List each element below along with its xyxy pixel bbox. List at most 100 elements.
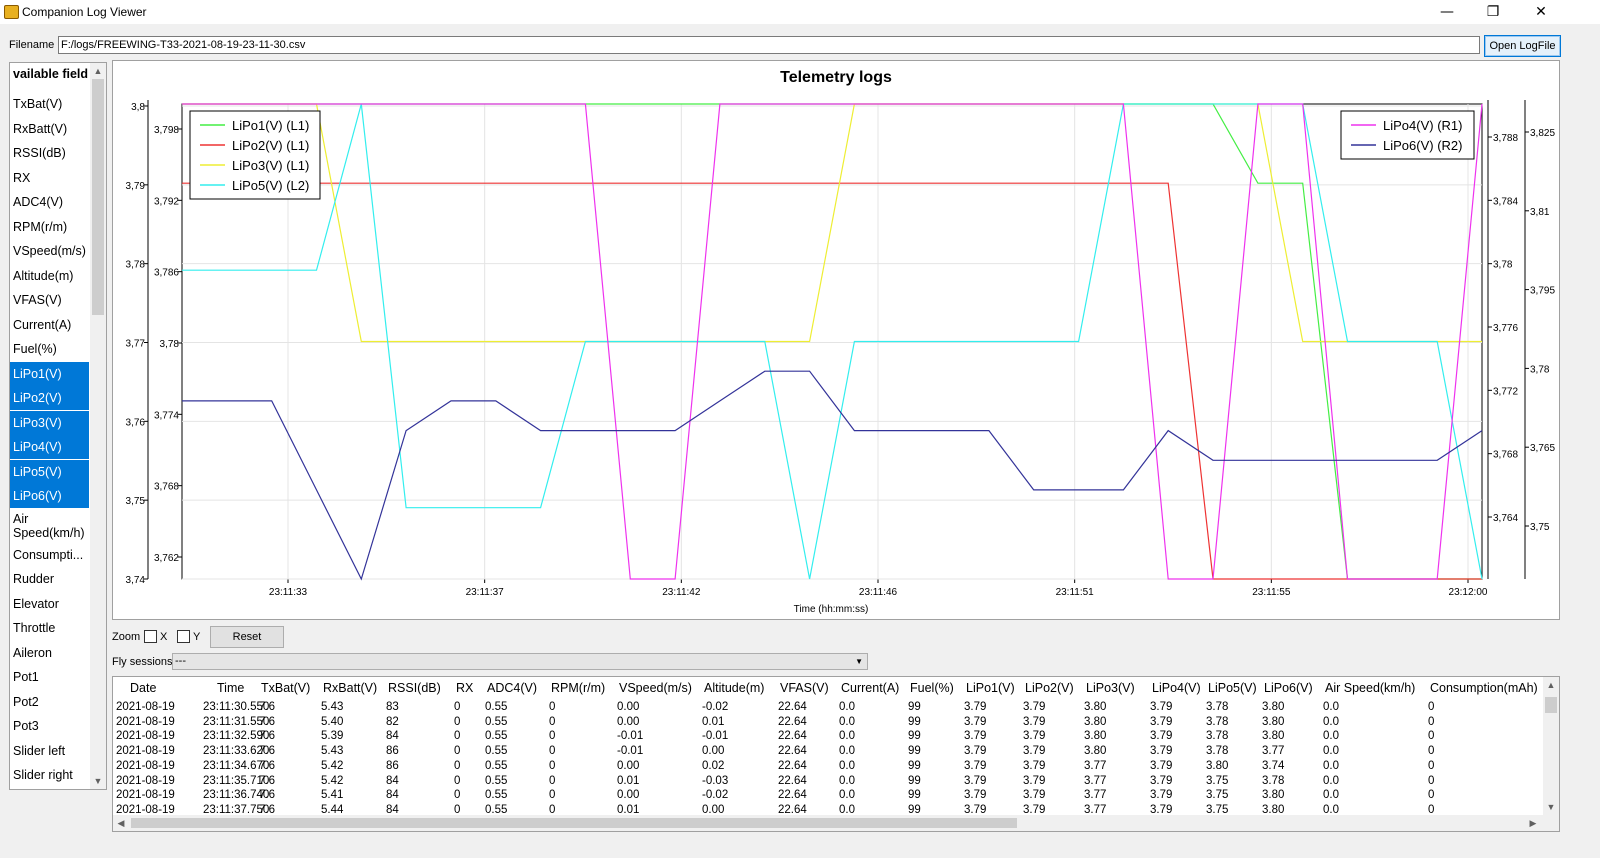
- y-tick-label-l2: 3,792: [154, 196, 179, 207]
- available-fields-list[interactable]: vailable field TxBat(V) RxBatt(V) RSSI(dB)…: [9, 62, 107, 790]
- field-item[interactable]: RSSI(dB): [13, 146, 66, 160]
- table-cell: 0.0: [839, 701, 855, 713]
- field-item[interactable]: Current(A): [13, 317, 72, 332]
- table-cell: 5.43: [321, 745, 344, 758]
- table-row[interactable]: 2021-08-19 23:11:36.740 7.6 5.41 84 0 0.55 0 0.0…: [113, 788, 1543, 802]
- field-item[interactable]: LiPo3(V): [10, 410, 89, 435]
- field-item[interactable]: Rudder: [13, 572, 54, 586]
- column-header[interactable]: VFAS(V): [780, 681, 829, 695]
- table-scroll-left-icon[interactable]: ◀: [117, 818, 125, 828]
- table-vscroll-thumb[interactable]: [1545, 697, 1557, 713]
- table-cell: 0: [1428, 759, 1435, 772]
- open-logfile-button[interactable]: Open LogFile: [1484, 35, 1561, 57]
- column-header[interactable]: LiPo2(V): [1025, 681, 1074, 695]
- table-row[interactable]: 2021-08-19 23:11:30.550 7.6 5.43 83 0 0.55 0 0.0…: [113, 700, 1543, 714]
- x-axis-label: Time (hh:mm:ss): [794, 604, 869, 615]
- column-header[interactable]: Consumption(mAh): [1430, 681, 1538, 695]
- field-item[interactable]: Pot1: [13, 670, 39, 684]
- column-header[interactable]: LiPo5(V): [1208, 681, 1257, 695]
- zoom-x-checkbox[interactable]: [144, 630, 157, 643]
- field-item[interactable]: Pot2: [13, 694, 39, 709]
- table-vertical-scrollbar[interactable]: ▲ ▼: [1543, 677, 1559, 815]
- field-item[interactable]: RxBatt(V): [13, 121, 68, 136]
- field-item[interactable]: Throttle: [13, 621, 56, 635]
- column-header[interactable]: TxBat(V): [261, 681, 311, 695]
- column-header[interactable]: LiPo6(V): [1264, 681, 1313, 695]
- field-item[interactable]: Slider left: [13, 743, 66, 758]
- chart-panel[interactable]: Telemetry logs 23:11:33 23:11:37 23:11:42 23…: [112, 60, 1560, 620]
- column-header[interactable]: Time: [217, 681, 245, 695]
- table-cell: 0: [454, 701, 461, 713]
- legend-entry: LiPo4(V) (R1): [1383, 118, 1462, 133]
- column-header[interactable]: Air Speed(km/h): [1325, 681, 1416, 695]
- column-header[interactable]: Date: [130, 681, 157, 695]
- x-tick-label: 23:12:00: [1449, 587, 1488, 598]
- field-item[interactable]: LiPo1(V): [10, 361, 89, 386]
- field-item[interactable]: RX: [13, 170, 31, 185]
- data-table[interactable]: Date Time TxBat(V) RxBatt(V) RSSI(dB) RX ADC4(…: [112, 676, 1560, 832]
- column-header[interactable]: LiPo3(V): [1086, 681, 1135, 695]
- column-header[interactable]: Altitude(m): [704, 681, 765, 695]
- table-cell: 3.79: [1023, 701, 1046, 713]
- table-row[interactable]: 2021-08-19 23:11:33.620 7.6 5.43 86 0 0.55 0 -0.…: [113, 744, 1543, 758]
- table-row[interactable]: 2021-08-19 23:11:34.670 7.6 5.42 86 0 0.55 0 0.0…: [113, 759, 1543, 773]
- telemetry-chart[interactable]: Telemetry logs 23:11:33 23:11:37 23:11:42 23…: [113, 61, 1559, 619]
- title-bar: Companion Log Viewer — ❐ ✕: [0, 0, 1600, 24]
- field-item[interactable]: Elevator: [13, 596, 59, 611]
- fly-sessions-select[interactable]: --- ▼: [172, 653, 868, 670]
- scroll-thumb[interactable]: [92, 79, 104, 315]
- column-header[interactable]: ADC4(V): [487, 681, 538, 695]
- column-header[interactable]: RPM(r/m): [551, 681, 606, 695]
- field-item[interactable]: TxBat(V): [13, 97, 63, 111]
- field-item[interactable]: ADC4(V): [13, 195, 64, 209]
- restore-button[interactable]: ❐: [1486, 4, 1500, 20]
- field-item[interactable]: RPM(r/m): [13, 219, 68, 234]
- minimize-button[interactable]: —: [1440, 4, 1454, 20]
- reset-button[interactable]: Reset: [210, 626, 284, 648]
- field-item[interactable]: LiPo2(V): [10, 386, 89, 410]
- close-button[interactable]: ✕: [1535, 4, 1547, 20]
- field-item[interactable]: Slider right: [13, 768, 73, 782]
- field-item[interactable]: LiPo6(V): [10, 484, 89, 508]
- field-item[interactable]: LiPo4(V): [10, 435, 89, 459]
- field-item[interactable]: LiPo5(V): [10, 459, 89, 484]
- column-header[interactable]: RX: [456, 681, 474, 695]
- table-hscroll-thumb[interactable]: [131, 818, 1017, 828]
- column-header[interactable]: Current(A): [841, 681, 900, 695]
- column-header[interactable]: RxBatt(V): [323, 681, 378, 695]
- table-cell: 23:11:36.740: [203, 789, 270, 802]
- table-row[interactable]: 2021-08-19 23:11:37.750 7.6 5.44 84 0 0.55 0 0.0…: [113, 803, 1543, 817]
- field-item[interactable]: VSpeed(m/s): [13, 244, 86, 258]
- series-line-lipo6: [182, 370, 1483, 581]
- zoom-y-checkbox[interactable]: [177, 630, 190, 643]
- column-header[interactable]: LiPo4(V): [1152, 681, 1201, 695]
- table-scroll-up-icon[interactable]: ▲: [1546, 680, 1556, 690]
- table-horizontal-scrollbar[interactable]: ◀ ▶: [113, 815, 1559, 831]
- table-cell: 0.00: [617, 701, 640, 713]
- table-cell: 0.00: [617, 789, 640, 802]
- field-item[interactable]: Pot3: [13, 719, 39, 733]
- table-cell: 7.6: [259, 715, 275, 728]
- column-header[interactable]: Fuel(%): [910, 681, 954, 695]
- fields-scrollbar[interactable]: ▲ ▼: [90, 63, 106, 789]
- column-header[interactable]: VSpeed(m/s): [619, 681, 692, 695]
- scroll-up-icon[interactable]: ▲: [93, 66, 103, 76]
- field-item[interactable]: Air Speed(km/h): [13, 511, 85, 540]
- table-row[interactable]: 2021-08-19 23:11:31.550 7.6 5.40 82 0 0.55 0 0.0…: [113, 715, 1543, 729]
- table-scroll-down-icon[interactable]: ▼: [1546, 802, 1556, 812]
- scroll-down-icon[interactable]: ▼: [93, 776, 103, 786]
- field-item[interactable]: Altitude(m): [13, 268, 74, 283]
- table-scroll-right-icon[interactable]: ▶: [1529, 818, 1537, 828]
- table-cell: 7.6: [259, 759, 275, 772]
- table-row[interactable]: 2021-08-19 23:11:35.710 7.6 5.42 84 0 0.55 0 0.0…: [113, 774, 1543, 788]
- field-item[interactable]: Consumpti...: [13, 547, 84, 562]
- field-item[interactable]: Fuel(%): [13, 342, 57, 356]
- table-row[interactable]: 2021-08-19 23:11:32.590 7.6 5.39 84 0 0.55 0 -0.…: [113, 729, 1543, 743]
- zoom-label: Zoom: [112, 631, 141, 643]
- field-item[interactable]: VFAS(V): [13, 293, 62, 307]
- field-item[interactable]: Aileron: [13, 645, 52, 660]
- column-header[interactable]: LiPo1(V): [966, 681, 1015, 695]
- table-cell: 0.0: [1323, 803, 1339, 816]
- filename-input[interactable]: F:/logs/FREEWING-T33-2021-08-19-23-11-30…: [58, 36, 1480, 54]
- column-header[interactable]: RSSI(dB): [388, 681, 441, 695]
